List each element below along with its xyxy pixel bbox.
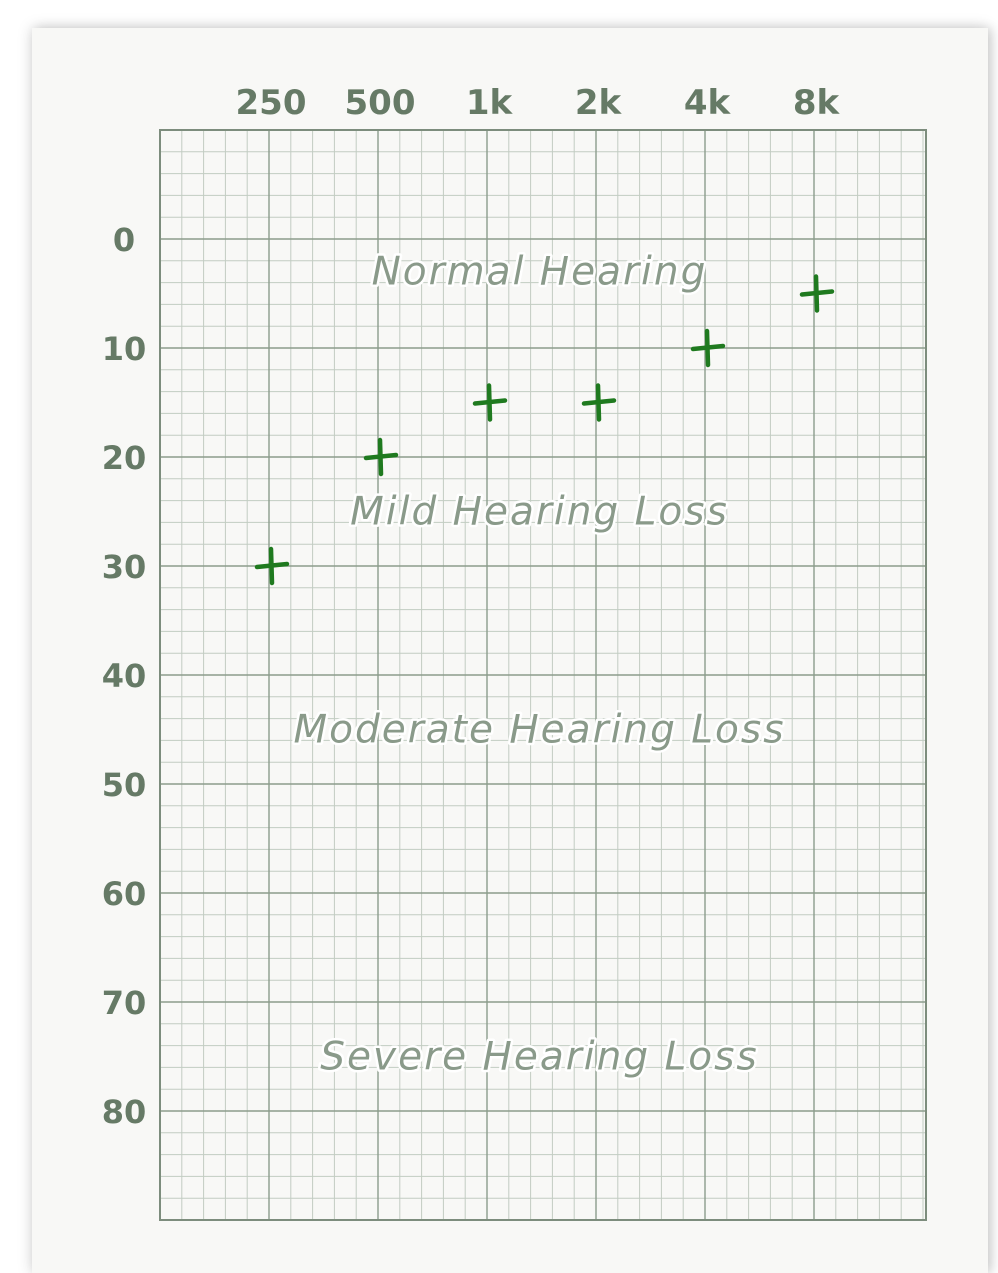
x-tick-label: 4k — [684, 83, 732, 123]
y-axis-ticks: 0 10 20 30 40 50 60 70 80 — [102, 221, 147, 1131]
x-tick-label: 8k — [793, 83, 841, 123]
zone-label: Severe Hearing Loss — [320, 1035, 758, 1080]
data-point-marker — [363, 437, 399, 477]
chart-grid — [159, 129, 927, 1221]
data-point-marker — [799, 274, 835, 313]
zone-label: Mild Hearing Loss — [350, 490, 729, 535]
x-tick-label: 2k — [575, 83, 623, 123]
y-tick-label: 80 — [102, 1093, 147, 1131]
x-tick-label: 500 — [345, 83, 416, 123]
y-tick-label: 0 — [113, 221, 135, 259]
zone-labels: Normal Hearing Mild Hearing Loss Moderate … — [291, 247, 786, 1082]
y-tick-label: 20 — [102, 439, 147, 477]
x-tick-label: 1k — [466, 83, 514, 123]
y-tick-label: 10 — [102, 330, 147, 368]
y-tick-label: 70 — [102, 984, 147, 1022]
data-markers — [254, 274, 835, 586]
data-point-marker — [581, 383, 617, 422]
data-point-marker — [254, 546, 290, 586]
y-tick-label: 50 — [102, 766, 147, 804]
y-tick-label: 30 — [102, 548, 147, 586]
paper-sheet — [32, 28, 988, 1273]
chart-frame — [159, 129, 927, 1221]
x-axis-ticks: 250 500 1k 2k 4k 8k — [236, 83, 841, 123]
y-tick-label: 40 — [102, 657, 147, 695]
zone-label: Moderate Hearing Loss — [293, 708, 785, 753]
y-tick-label: 60 — [102, 875, 147, 913]
zone-label: Normal Hearing — [372, 250, 708, 295]
data-point-marker — [690, 328, 726, 368]
data-point-marker — [472, 383, 508, 422]
x-tick-label: 250 — [236, 83, 307, 123]
